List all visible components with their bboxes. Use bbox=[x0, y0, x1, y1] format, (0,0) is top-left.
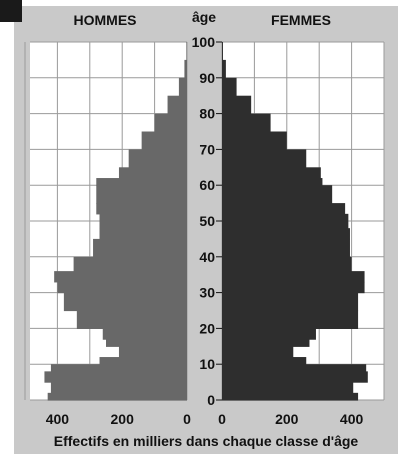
hommes-bar bbox=[50, 364, 187, 372]
femmes-bar bbox=[222, 339, 310, 347]
hommes-bar bbox=[73, 256, 187, 272]
femmes-bar bbox=[222, 149, 307, 168]
hommes-bar bbox=[141, 131, 187, 150]
femmes-bar bbox=[222, 213, 349, 229]
hommes-bar bbox=[106, 339, 187, 347]
age-tick-label: 10 bbox=[199, 356, 215, 372]
age-axis-label: âge bbox=[192, 9, 216, 25]
age-tick-label: 90 bbox=[199, 70, 215, 86]
hommes-x-tick-labels: 400 200 0 bbox=[46, 411, 191, 427]
hommes-bar bbox=[184, 59, 187, 79]
age-tick-label: 100 bbox=[192, 34, 216, 50]
hommes-bars bbox=[44, 42, 188, 401]
femmes-bar bbox=[222, 113, 271, 133]
femmes-bar bbox=[222, 228, 350, 240]
femmes-bar bbox=[222, 392, 359, 401]
femmes-label: FEMMES bbox=[271, 12, 331, 28]
femmes-x-tick-label: 200 bbox=[275, 411, 299, 427]
femmes-bar bbox=[222, 382, 354, 394]
x-axis-label: Effectifs en milliers dans chaque classe… bbox=[54, 433, 359, 449]
hommes-x-tick-label: 0 bbox=[183, 411, 191, 427]
hommes-bar bbox=[154, 113, 187, 133]
hommes-bar bbox=[57, 281, 188, 294]
hommes-bar bbox=[54, 271, 187, 283]
age-tick-label: 40 bbox=[199, 249, 215, 265]
femmes-bar bbox=[222, 371, 368, 383]
femmes-bar bbox=[222, 59, 226, 79]
hommes-bar bbox=[167, 95, 187, 115]
hommes-bar bbox=[99, 357, 187, 365]
hommes-bar bbox=[93, 238, 187, 258]
age-tick-label: 80 bbox=[199, 106, 215, 122]
femmes-bar bbox=[222, 281, 365, 294]
corner-block bbox=[0, 0, 22, 22]
hommes-bar bbox=[47, 392, 188, 401]
femmes-bar bbox=[222, 95, 252, 115]
hommes-bar bbox=[186, 42, 187, 61]
age-tick-label: 30 bbox=[199, 285, 215, 301]
femmes-x-tick-labels: 0 200 400 bbox=[218, 411, 363, 427]
age-tick-label: 50 bbox=[199, 213, 215, 229]
femmes-bar bbox=[222, 357, 307, 365]
femmes-x-tick-label: 0 bbox=[218, 411, 226, 427]
hommes-bar bbox=[118, 167, 187, 179]
hommes-bar bbox=[44, 371, 187, 383]
hommes-bar bbox=[96, 185, 187, 204]
hommes-bar bbox=[99, 213, 187, 229]
femmes-bar bbox=[222, 364, 367, 372]
age-tick-label: 0 bbox=[207, 392, 215, 408]
femmes-x-tick-label: 400 bbox=[340, 411, 364, 427]
hommes-bar bbox=[99, 228, 187, 240]
femmes-bar bbox=[222, 328, 316, 340]
femmes-bar bbox=[222, 271, 365, 283]
femmes-bar bbox=[222, 238, 350, 258]
femmes-bars bbox=[222, 42, 368, 401]
femmes-bar bbox=[222, 167, 321, 179]
hommes-bar bbox=[102, 328, 187, 340]
hommes-bar bbox=[63, 292, 187, 312]
hommes-x-tick-label: 200 bbox=[111, 411, 135, 427]
hommes-bar bbox=[96, 178, 187, 186]
age-tick-label: 70 bbox=[199, 141, 215, 157]
femmes-bar bbox=[222, 346, 294, 358]
age-tick-labels: 0 10 20 30 40 50 60 70 80 90 100 bbox=[192, 34, 222, 408]
femmes-bar bbox=[222, 131, 287, 150]
hommes-bar bbox=[50, 382, 187, 394]
femmes-bar bbox=[222, 77, 237, 97]
femmes-bar bbox=[222, 256, 352, 272]
hommes-bar bbox=[76, 310, 187, 329]
femmes-bar bbox=[222, 292, 359, 312]
femmes-bar bbox=[222, 310, 359, 329]
age-tick-label: 60 bbox=[199, 177, 215, 193]
hommes-bar bbox=[118, 346, 187, 358]
hommes-x-tick-label: 400 bbox=[46, 411, 70, 427]
hommes-bar bbox=[128, 149, 187, 168]
femmes-bar bbox=[222, 42, 223, 61]
age-tick-label: 20 bbox=[199, 320, 215, 336]
hommes-label: HOMMES bbox=[74, 12, 137, 28]
hommes-bar bbox=[96, 203, 187, 215]
femmes-bar bbox=[222, 185, 333, 204]
femmes-bar bbox=[222, 178, 323, 186]
femmes-bar bbox=[222, 203, 346, 215]
hommes-bar bbox=[178, 77, 187, 97]
